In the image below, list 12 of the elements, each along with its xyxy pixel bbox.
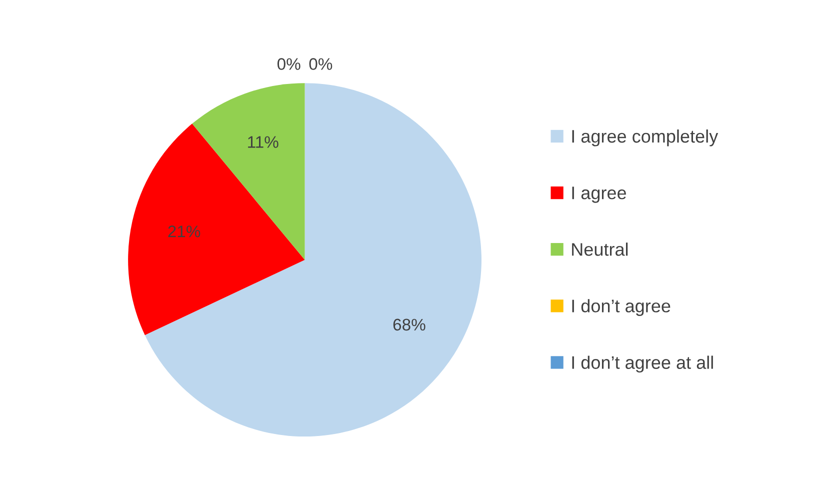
legend-label: I don’t agree [572, 299, 670, 316]
data-label: 11% [248, 136, 278, 148]
data-label: 21% [168, 226, 200, 238]
text: 0% [309, 58, 332, 70]
legend-label: Neutral [572, 242, 628, 256]
legend-label: I agree [572, 186, 626, 203]
text: 0% [277, 58, 300, 70]
pie-slice [144, 83, 482, 437]
pie-slice [128, 124, 305, 336]
data-label: 68% [393, 318, 426, 331]
legend-label: I agree completely [572, 129, 718, 146]
legend-label: I don’t agree at all [572, 356, 713, 373]
